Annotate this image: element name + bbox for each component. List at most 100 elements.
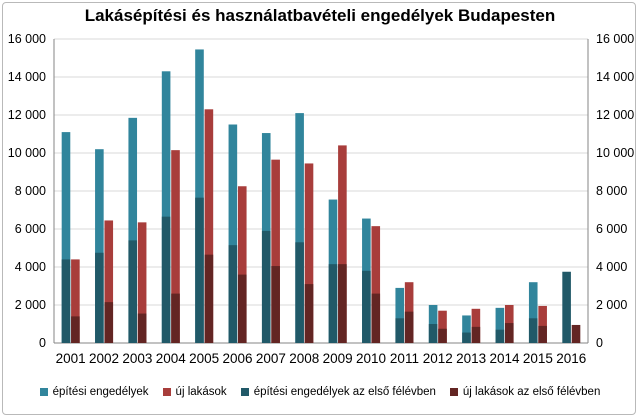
y-tick-label-right: 16 000 bbox=[596, 32, 634, 46]
legend-swatch bbox=[240, 388, 249, 396]
bar-új-lakások-az-első-félévben bbox=[171, 293, 180, 343]
legend-swatch bbox=[39, 388, 48, 396]
y-tick-label-left: 14 000 bbox=[8, 70, 46, 84]
bar-építési-engedélyek-az-első-félévben bbox=[61, 259, 71, 343]
x-tick-label: 2015 bbox=[523, 351, 553, 366]
legend-label: építési engedélyek bbox=[52, 386, 149, 398]
bar-építési-engedélyek-az-első-félévben bbox=[528, 318, 538, 343]
y-tick-label-right: 8 000 bbox=[596, 184, 627, 198]
bar-új-lakások-az-első-félévben bbox=[304, 284, 314, 343]
bar-új-lakások-az-első-félévben bbox=[471, 326, 481, 343]
legend-item: új lakások az első félévben bbox=[449, 386, 601, 398]
bar-új-lakások-az-első-félévben bbox=[504, 323, 514, 343]
bar-új-lakások bbox=[71, 259, 80, 343]
bar-új-lakások-az-első-félévben bbox=[571, 324, 581, 343]
legend-item: építési engedélyek az első félévben bbox=[240, 386, 436, 398]
y-tick-label-left: 4 000 bbox=[15, 260, 46, 274]
x-tick-label: 2007 bbox=[256, 351, 286, 366]
bar-építési-engedélyek-az-első-félévben bbox=[362, 270, 371, 343]
bar-új-lakások bbox=[438, 310, 447, 343]
bar-új-lakások bbox=[237, 186, 247, 343]
x-tick-label: 2004 bbox=[156, 351, 187, 366]
bar-építési-engedélyek bbox=[128, 117, 138, 343]
y-tick-label-right: 10 000 bbox=[596, 146, 634, 160]
bar-építési-engedélyek-az-első-félévben bbox=[495, 329, 505, 343]
bar-építési-engedélyek bbox=[462, 315, 471, 343]
x-tick-label: 2012 bbox=[423, 351, 453, 366]
y-tick-label-right: 12 000 bbox=[596, 108, 634, 122]
x-tick-label: 2011 bbox=[390, 351, 419, 366]
bar-új-lakások-az-első-félévben bbox=[71, 316, 80, 343]
x-tick-label: 2009 bbox=[323, 351, 353, 366]
bar-új-lakások bbox=[104, 220, 114, 343]
x-tick-label: 2008 bbox=[289, 351, 319, 366]
x-tick-label: 2006 bbox=[223, 351, 253, 366]
x-tick-label: 2014 bbox=[490, 351, 521, 366]
x-tick-label: 2002 bbox=[89, 351, 119, 366]
bar-építési-engedélyek-az-első-félévben bbox=[395, 318, 405, 343]
bar-új-lakások bbox=[338, 145, 347, 343]
bar-építési-engedélyek-az-első-félévben bbox=[328, 264, 338, 343]
bar-új-lakások-az-első-félévben bbox=[271, 266, 280, 343]
bar-új-lakások-az-első-félévben bbox=[204, 254, 214, 343]
bar-új-lakások-az-első-félévben bbox=[404, 311, 414, 343]
bar-új-lakások-az-első-félévben bbox=[371, 293, 381, 343]
bar-építési-engedélyek bbox=[161, 71, 171, 344]
y-tick-label-right: 2 000 bbox=[596, 298, 627, 312]
bar-új-lakások bbox=[538, 305, 547, 343]
bar-új-lakások-az-első-félévben bbox=[438, 328, 447, 343]
bar-építési-engedélyek bbox=[95, 149, 104, 343]
bar-építési-engedélyek bbox=[61, 132, 71, 343]
bar-új-lakások bbox=[471, 308, 481, 343]
y-tick-label-left: 16 000 bbox=[8, 32, 46, 46]
bar-új-lakások bbox=[371, 226, 381, 343]
legend-swatch bbox=[449, 388, 458, 396]
y-tick-label-left: 0 bbox=[39, 336, 46, 350]
bar-építési-engedélyek-az-első-félévben bbox=[428, 324, 438, 343]
bar-új-lakások bbox=[271, 159, 280, 343]
x-tick-label: 2013 bbox=[456, 351, 486, 366]
x-tick-label: 2001 bbox=[56, 351, 86, 366]
legend-label: építési engedélyek az első félévben bbox=[253, 386, 436, 398]
legend-item: építési engedélyek bbox=[39, 386, 149, 398]
bar-új-lakások bbox=[171, 150, 180, 343]
bar-új-lakások bbox=[304, 163, 314, 343]
bar-új-lakások-az-első-félévben bbox=[538, 325, 547, 343]
y-tick-label-left: 2 000 bbox=[15, 298, 46, 312]
y-tick-label-right: 6 000 bbox=[596, 222, 627, 236]
bar-építési-engedélyek-az-első-félévben bbox=[161, 216, 171, 343]
y-tick-label-right: 4 000 bbox=[596, 260, 627, 274]
legend-label: új lakások bbox=[175, 386, 227, 398]
chart-title: Lakásépítési és használatbavételi engedé… bbox=[84, 6, 556, 25]
bar-építési-engedélyek-az-első-félévben bbox=[128, 240, 138, 343]
bar-új-lakások-az-első-félévben bbox=[338, 264, 347, 343]
bar-építési-engedélyek-az-első-félévben bbox=[295, 242, 304, 343]
y-tick-label-left: 8 000 bbox=[15, 184, 46, 198]
x-tick-label: 2003 bbox=[122, 351, 152, 366]
bar-építési-engedélyek bbox=[228, 124, 238, 343]
chart-legend: építési engedélyek új lakások építési enge… bbox=[0, 386, 640, 398]
bar-új-lakások-az-első-félévben bbox=[137, 313, 147, 343]
legend-label: új lakások az első félévben bbox=[462, 386, 601, 398]
chart-frame bbox=[2, 2, 636, 415]
bar-új-lakások bbox=[137, 222, 147, 343]
bar-új-lakások bbox=[204, 109, 214, 343]
bar-építési-engedélyek bbox=[495, 307, 505, 343]
bar-építési-engedélyek-az-első-félévben bbox=[462, 332, 471, 343]
bar-új-lakások-az-első-félévben bbox=[104, 302, 114, 343]
y-tick-label-left: 6 000 bbox=[15, 222, 46, 236]
bar-építési-engedélyek bbox=[528, 282, 538, 343]
bar-építési-engedélyek-az-első-félévben bbox=[95, 252, 104, 343]
y-tick-label-right: 0 bbox=[596, 336, 603, 350]
bar-építési-engedélyek-az-első-félévben bbox=[261, 230, 271, 343]
y-tick-label-left: 12 000 bbox=[8, 108, 46, 122]
x-tick-label: 2005 bbox=[189, 351, 219, 366]
bar-új-lakások-az-első-félévben bbox=[237, 274, 247, 343]
x-tick-label: 2016 bbox=[556, 351, 586, 366]
x-tick-label: 2010 bbox=[356, 351, 386, 366]
bar-építési-engedélyek bbox=[195, 49, 204, 343]
legend-item: új lakások bbox=[162, 386, 227, 398]
bar-építési-engedélyek bbox=[295, 113, 304, 343]
y-tick-label-right: 14 000 bbox=[596, 70, 634, 84]
